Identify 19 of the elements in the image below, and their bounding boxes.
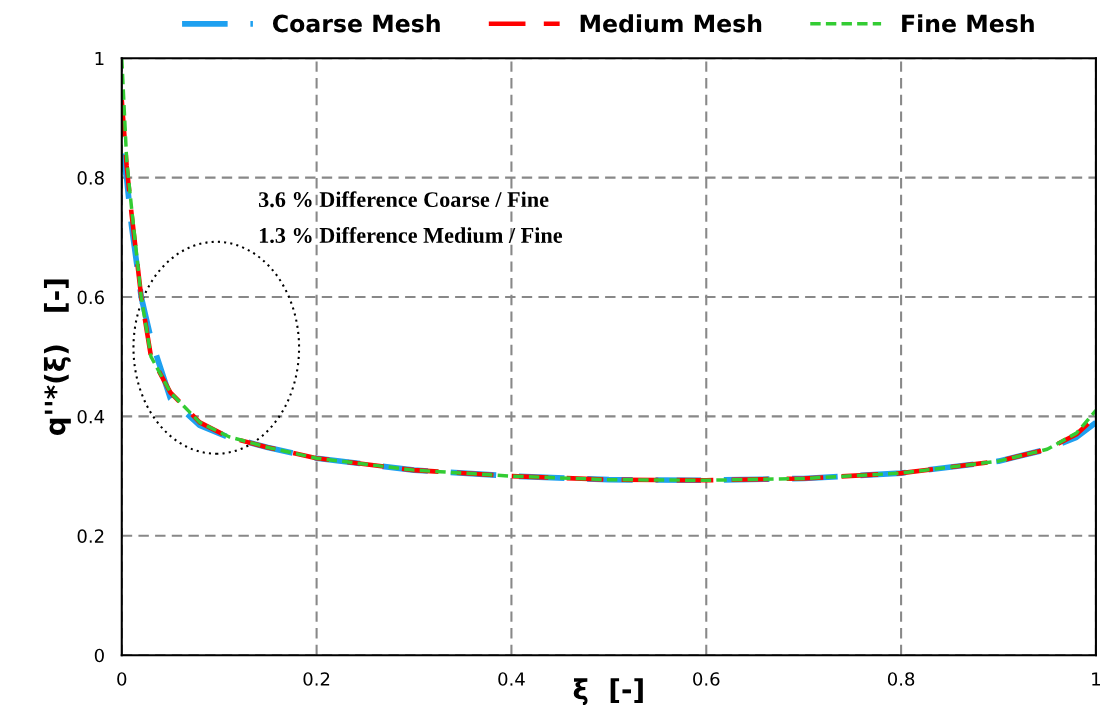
legend-label: Medium Mesh (580, 14, 762, 33)
annotation: 1.3 % Difference Medium / Fine (259, 227, 563, 243)
x-tick-label: 0.6 (693, 672, 720, 686)
y-tick-label: 0.4 (77, 409, 105, 424)
y-tick-label: 0.6 (77, 290, 104, 305)
x-tick-label: 0.8 (887, 672, 915, 686)
legend-label: Coarse Mesh (272, 14, 440, 33)
y-tick-label: 1 (95, 51, 104, 66)
x-axis-title: ξ [-] (573, 678, 643, 706)
x-tick-label: 0 (117, 672, 127, 686)
y-axis-title: q''*(ξ) [-] (43, 279, 71, 436)
legend-label: Fine Mesh (902, 14, 1034, 33)
x-tick-label: 0.4 (498, 672, 525, 686)
y-tick-label: 0.8 (77, 171, 104, 185)
x-tick-label: 1 (1092, 672, 1101, 686)
annotation: 3.6 % Difference Coarse / Fine (258, 191, 549, 208)
y-tick-label: 0.2 (77, 529, 104, 543)
y-tick-label: 0 (94, 648, 104, 663)
x-tick-label: 0.2 (303, 672, 330, 686)
